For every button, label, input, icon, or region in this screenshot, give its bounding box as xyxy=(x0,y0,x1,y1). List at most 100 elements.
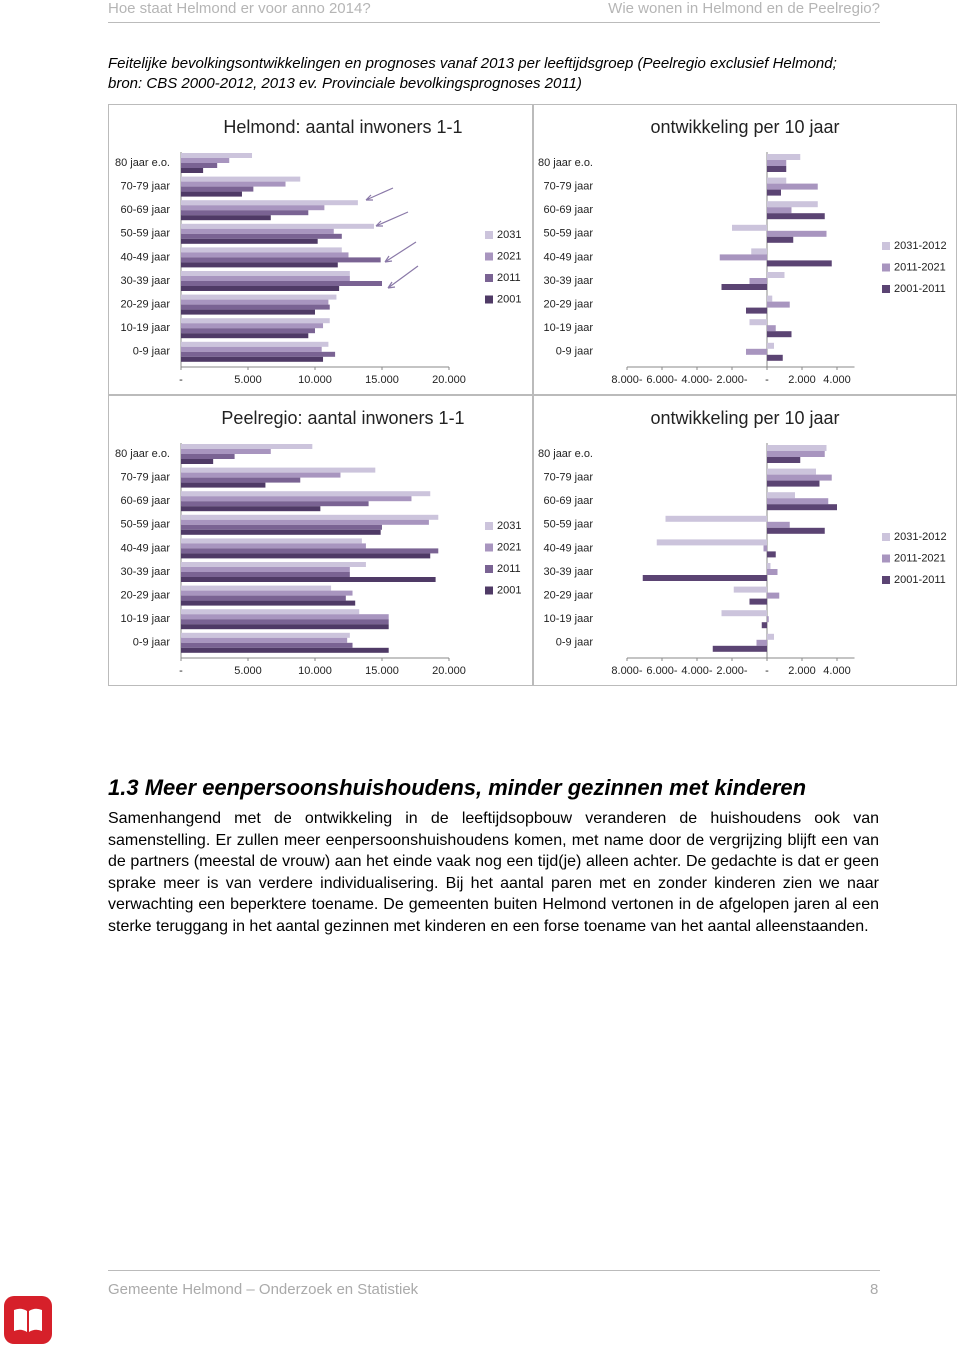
bar xyxy=(181,228,334,234)
bar xyxy=(181,577,436,582)
legend-swatch xyxy=(882,576,890,584)
bar xyxy=(665,515,767,522)
bar xyxy=(767,354,783,361)
bar xyxy=(767,301,790,308)
bar xyxy=(181,309,315,315)
bar xyxy=(767,480,820,487)
legend-swatch xyxy=(485,543,493,552)
bar xyxy=(767,474,832,481)
category-label: 40-49 jaar xyxy=(120,251,170,263)
bar xyxy=(181,600,356,606)
section-title: Meer eenpersoonshuishoudens, minder gezi… xyxy=(144,775,807,800)
bar xyxy=(767,183,818,190)
bar xyxy=(767,457,801,463)
bar xyxy=(181,609,360,615)
x-tick-label: - xyxy=(179,374,183,386)
category-label: 80 jaar e.o. xyxy=(538,157,593,169)
bar xyxy=(746,348,767,355)
category-label: 10-19 jaar xyxy=(120,322,170,334)
category-label: 50-59 jaar xyxy=(543,519,593,531)
category-label: 60-69 jaar xyxy=(543,204,593,216)
bar xyxy=(181,328,315,334)
bar xyxy=(181,281,382,286)
bar xyxy=(181,163,218,168)
legend-label: 2031-2012 xyxy=(894,240,947,252)
chart-frame xyxy=(108,104,533,395)
x-tick-label: 6.000- xyxy=(646,374,678,386)
category-label: 80 jaar e.o. xyxy=(115,448,170,460)
category-label: 40-49 jaar xyxy=(543,542,593,554)
category-label: 50-59 jaar xyxy=(543,228,593,240)
bar xyxy=(181,299,329,305)
category-label: 0-9 jaar xyxy=(133,637,171,649)
bar xyxy=(181,191,242,197)
bar xyxy=(181,524,382,530)
category-label: 60-69 jaar xyxy=(120,204,170,216)
legend-label: 2031 xyxy=(497,229,521,241)
bar xyxy=(181,562,366,567)
bar xyxy=(181,341,329,347)
bar xyxy=(767,342,774,349)
legend-label: 2011-2021 xyxy=(894,261,946,273)
category-label: 20-29 jaar xyxy=(120,299,170,311)
bar xyxy=(767,498,829,505)
bar xyxy=(181,506,321,512)
bar xyxy=(181,567,350,572)
bar xyxy=(181,294,337,300)
bar xyxy=(181,637,348,643)
bar xyxy=(181,449,271,454)
bar xyxy=(181,624,389,630)
legend-swatch xyxy=(485,565,493,573)
bar xyxy=(181,168,204,173)
category-label: 50-59 jaar xyxy=(120,519,170,531)
bar xyxy=(767,207,792,214)
category-label: 80 jaar e.o. xyxy=(115,157,170,169)
bar xyxy=(181,333,309,339)
x-tick-label: 15.000 xyxy=(365,374,399,386)
category-label: 10-19 jaar xyxy=(543,322,593,334)
legend-swatch xyxy=(882,533,890,541)
category-label: 20-29 jaar xyxy=(543,299,593,311)
bar xyxy=(756,639,767,646)
category-label: 70-79 jaar xyxy=(120,472,170,484)
chart-title: Peelregio: aantal inwoners 1-1 xyxy=(221,408,464,428)
category-label: 0-9 jaar xyxy=(556,346,594,358)
bar xyxy=(181,233,342,239)
x-tick-label: 5.000 xyxy=(234,665,262,677)
bar xyxy=(181,467,376,473)
bar xyxy=(767,445,827,451)
category-label: 10-19 jaar xyxy=(120,613,170,625)
bar xyxy=(642,575,767,581)
bar xyxy=(767,331,792,338)
legend-label: 2021 xyxy=(497,250,521,262)
chart-title: ontwikkeling per 10 jaar xyxy=(650,117,839,137)
category-label: 20-29 jaar xyxy=(543,590,593,602)
legend-label: 2001-2011 xyxy=(894,574,946,586)
bar xyxy=(181,262,338,268)
bar xyxy=(767,154,801,160)
bar xyxy=(761,622,767,629)
legend-swatch xyxy=(485,586,493,595)
category-label: 70-79 jaar xyxy=(543,181,593,193)
bar xyxy=(181,176,301,182)
category-label: 30-39 jaar xyxy=(120,566,170,578)
category-label: 30-39 jaar xyxy=(120,275,170,287)
bar xyxy=(767,272,785,278)
section-heading: 1.3 Meer eenpersoonshuishoudens, minder … xyxy=(108,775,806,801)
bar xyxy=(767,451,825,457)
bar xyxy=(181,538,362,544)
bar xyxy=(181,642,353,648)
bar xyxy=(181,351,336,357)
category-label: 60-69 jaar xyxy=(120,495,170,507)
bar xyxy=(767,230,827,237)
legend-label: 2021 xyxy=(497,541,521,553)
bar xyxy=(181,247,342,253)
bar xyxy=(181,200,358,206)
bar xyxy=(767,325,776,332)
bar xyxy=(767,166,787,172)
bar xyxy=(181,158,230,163)
header-left: Hoe staat Helmond er voor anno 2014? xyxy=(108,0,371,17)
legend-swatch xyxy=(882,263,890,272)
bar xyxy=(181,205,325,211)
paragraph: Samenhangend met de ontwikkeling in de l… xyxy=(108,810,879,935)
